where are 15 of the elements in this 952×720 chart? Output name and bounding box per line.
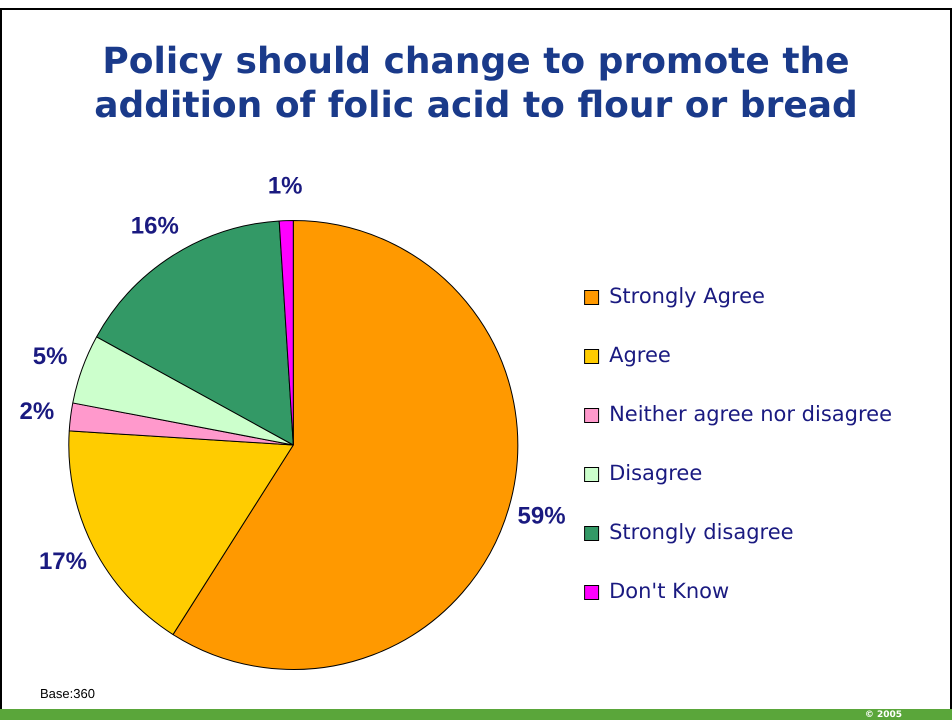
- legend-label: Don't Know: [609, 578, 730, 603]
- chart-title: Policy should change to promote the addition of folic acid to flour or bread: [93, 40, 859, 128]
- legend-label: Strongly disagree: [609, 520, 794, 544]
- data-label: 1%: [268, 172, 303, 200]
- data-label: 2%: [19, 398, 54, 426]
- legend-label: Disagree: [609, 460, 702, 485]
- legend-label: Agree: [609, 342, 671, 367]
- data-label: 17%: [38, 548, 87, 575]
- data-label: 5%: [32, 343, 68, 370]
- text: © 2005: [864, 710, 902, 720]
- data-label: 59%: [518, 502, 566, 530]
- text: Base:360: [40, 686, 95, 701]
- legend-label: Strongly Agree: [609, 284, 765, 308]
- data-label: 16%: [130, 212, 179, 240]
- legend-label: Neither agree nor disagree: [609, 402, 892, 426]
